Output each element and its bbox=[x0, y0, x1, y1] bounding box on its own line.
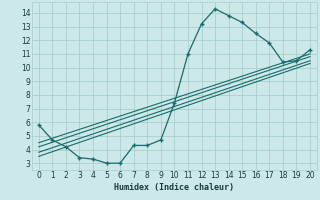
X-axis label: Humidex (Indice chaleur): Humidex (Indice chaleur) bbox=[115, 183, 234, 192]
